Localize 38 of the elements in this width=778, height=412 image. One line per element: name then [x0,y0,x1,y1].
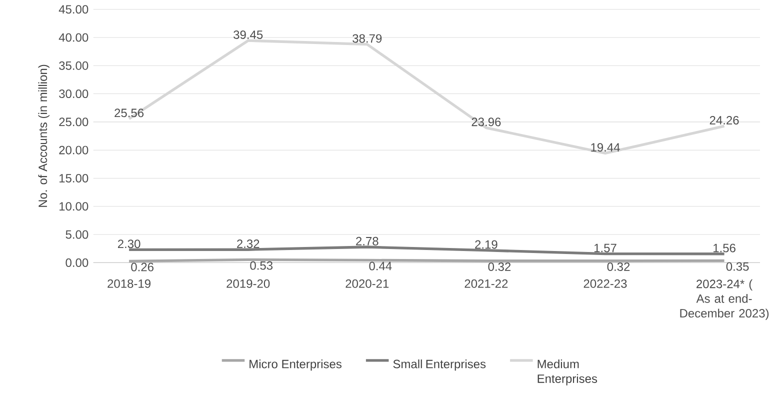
y-tick-label: 10.00 [60,202,88,211]
x-tick-label: 2022-23 [584,279,627,288]
x-tick-label: 2019-20 [226,279,270,288]
y-tick-label: 25.00 [59,118,88,126]
legend-label: Medium Enterprises [538,359,598,386]
y-tick-label: 35.00 [59,61,88,70]
y-tick-label: 5.00 [66,230,88,239]
data-label: 19.44 [591,143,620,152]
data-label: 2.78 [356,236,378,246]
y-tick-label: 30.00 [59,90,88,98]
data-label: 24.26 [710,116,739,125]
data-label: 0.26 [131,262,154,272]
legend-label: Micro Enterprises [250,359,342,371]
data-label: 39.45 [234,30,263,39]
data-label: 23.96 [472,118,501,126]
data-label: 2.32 [237,240,260,248]
data-label: 2.19 [475,240,498,249]
data-label: 1.56 [714,244,736,252]
x-tick-label: 2018-19 [108,279,150,288]
data-label: 0.32 [488,262,511,271]
y-tick-label: 15.00 [60,174,88,182]
data-label: 2.30 [118,240,140,248]
y-tick-label: 45.00 [58,5,88,14]
x-tick-label: 2023-24* ( As at end- December 2023) [680,279,769,320]
y-tick-label: 0.00 [66,258,88,267]
data-label: 1.57 [594,244,616,252]
y-tick-label: 40.00 [58,33,88,42]
data-label: 25.56 [114,108,144,118]
data-label: 0.32 [607,262,630,271]
y-tick-label: 20.00 [59,146,88,154]
y-axis-title: No. of Accounts (in million) [38,64,50,207]
data-label: 0.53 [250,261,273,270]
legend-label: Small Enterprises [393,359,486,371]
x-tick-label: 2020-21 [346,279,389,288]
data-label: 38.79 [352,34,382,43]
data-label: 0.35 [726,262,749,271]
data-label: 0.44 [369,262,392,270]
x-tick-label: 2021-22 [464,279,508,288]
